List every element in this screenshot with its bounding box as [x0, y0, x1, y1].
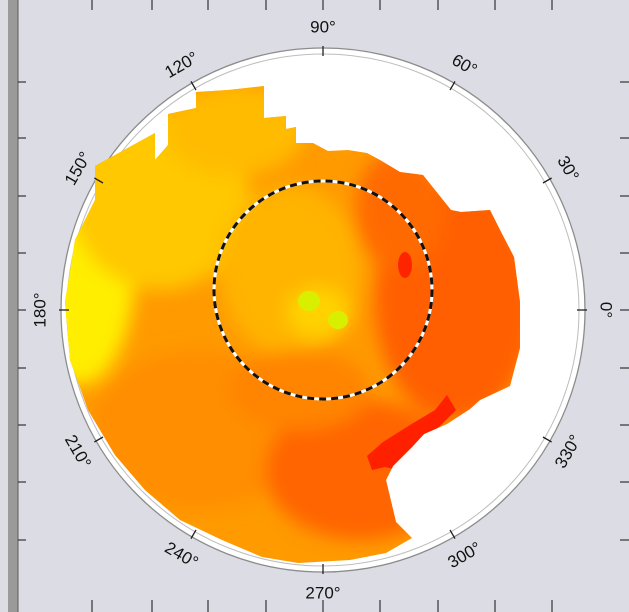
angular-tick-30: [542, 177, 552, 184]
heat-hotspot-b: [328, 311, 348, 329]
angular-tick-marks: [59, 46, 587, 574]
angular-tick-label-180: 180°: [31, 292, 50, 327]
angular-tick-label-0: 0°: [597, 302, 616, 318]
heat-orange-southcentral: [230, 350, 370, 430]
angular-tick-240: [190, 529, 197, 539]
heat-hotspot-south-red: [367, 395, 456, 470]
angular-tick-60: [449, 81, 456, 91]
heat-hotspot-east-red: [398, 252, 412, 278]
angular-tick-label-90: 90°: [310, 18, 336, 37]
angular-tick-150: [94, 177, 104, 184]
left-border: [8, 0, 18, 612]
angular-tick-330: [542, 436, 552, 443]
heat-hotspot-a: [298, 291, 320, 311]
angular-tick-label-270: 270°: [305, 584, 340, 603]
heat-redorange-northeast: [355, 150, 445, 270]
reference-circle-dashed: [212, 179, 434, 401]
outer-frame-ticks: [18, 0, 629, 612]
angular-tick-210: [94, 436, 104, 443]
angular-tick-120: [190, 81, 197, 91]
angular-tick-300: [449, 529, 456, 539]
